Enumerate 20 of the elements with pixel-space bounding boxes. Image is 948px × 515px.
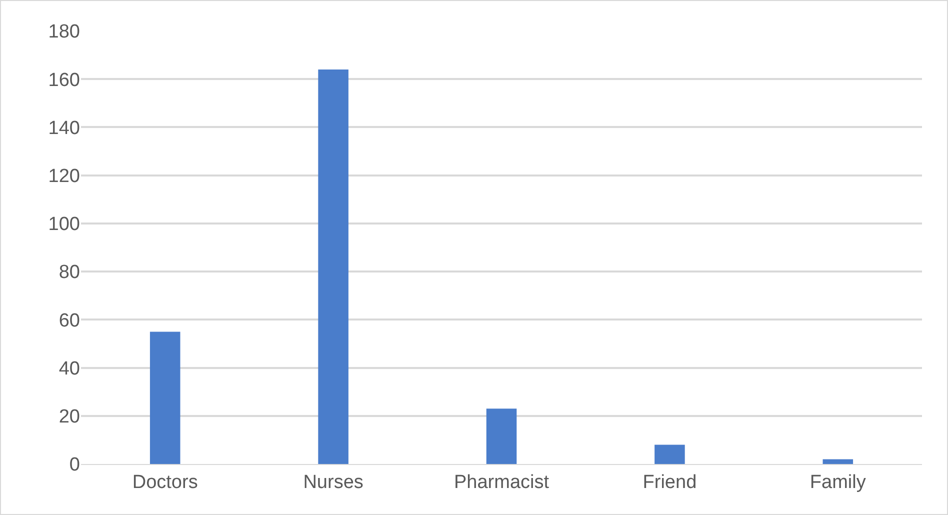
y-tick-label: 60 — [58, 310, 80, 332]
bar — [822, 459, 854, 464]
x-tick-label: Nurses — [303, 472, 364, 493]
x-tick-label: Family — [810, 472, 866, 493]
bar — [150, 332, 180, 464]
x-tick-label: Pharmacist — [454, 472, 550, 493]
y-tick-label: 160 — [48, 70, 80, 91]
y-tick-label: 180 — [48, 22, 80, 43]
y-tick-label: 40 — [58, 358, 80, 380]
x-tick-label: Friend — [642, 472, 697, 493]
y-tick-label: 140 — [48, 118, 80, 139]
y-tick-label: 120 — [48, 166, 80, 187]
y-tick-label: 20 — [58, 406, 80, 428]
bar — [486, 408, 517, 464]
y-tick-label: 80 — [58, 262, 80, 284]
y-tick-label: 100 — [48, 214, 80, 236]
bar — [318, 69, 348, 464]
y-tick-label: 0 — [69, 454, 80, 476]
x-tick-label: Doctors — [132, 472, 198, 493]
bar — [654, 444, 685, 464]
